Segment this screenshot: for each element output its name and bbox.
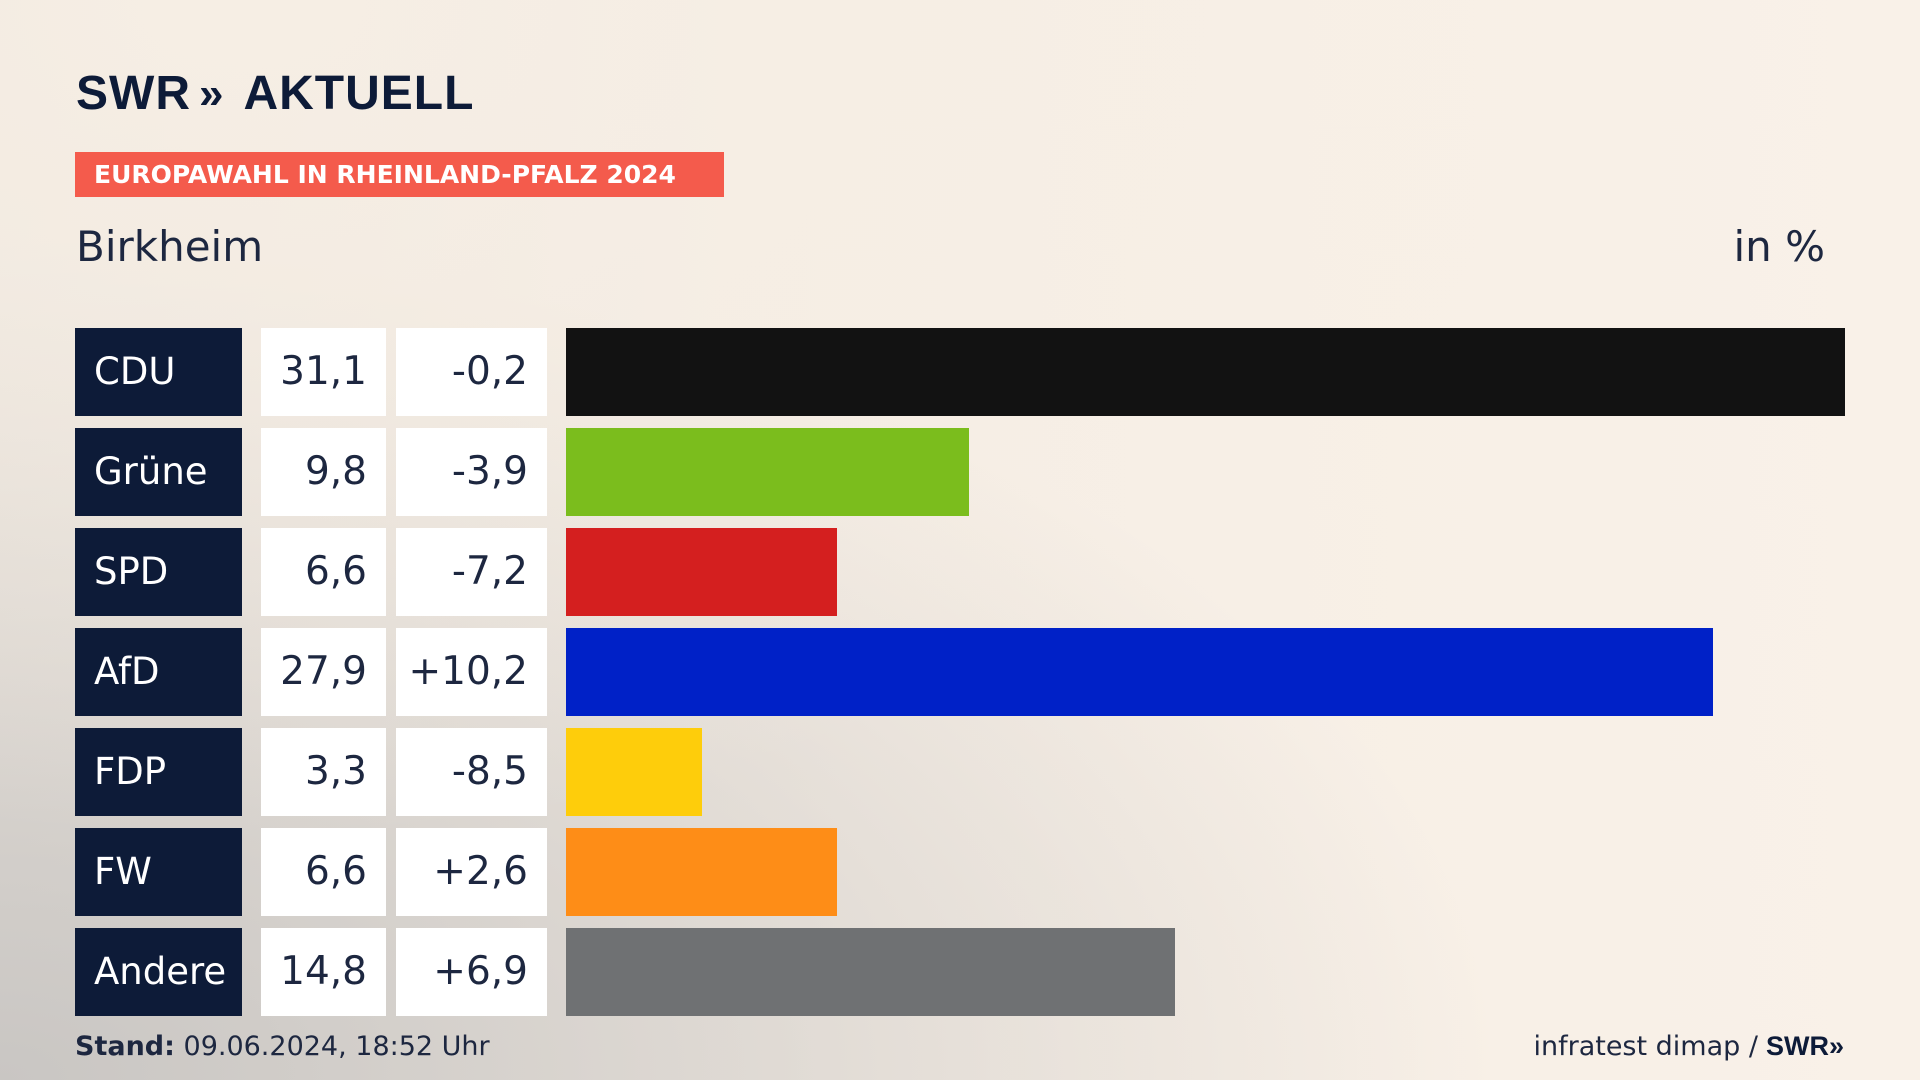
value-label: 14,8 [261,928,386,1016]
election-tag: EUROPAWAHL IN RHEINLAND-PFALZ 2024 [75,152,724,197]
chart-row: Andere 14,8 +6,9 [75,928,1845,1016]
chart-row: FW 6,6 +2,6 [75,828,1845,916]
change-label: +10,2 [396,628,547,716]
chart-title: Birkheim [76,222,264,271]
bar [566,628,1713,716]
bar-chart: CDU 31,1 -0,2 Grüne 9,8 -3,9 SPD 6,6 -7,2 AfD 27,9… [75,328,1845,1016]
party-label: FW [75,828,242,916]
party-label: FDP [75,728,242,816]
change-label: +6,9 [396,928,547,1016]
value-label: 6,6 [261,828,386,916]
chart-row: Grüne 9,8 -3,9 [75,428,1845,516]
chevron-right-icon: » [198,68,224,118]
logo-aktuell: AKTUELL [243,67,475,120]
chart-row: SPD 6,6 -7,2 [75,528,1845,616]
swr-aktuell-logo: SWR» AKTUELL [76,66,474,121]
value-label: 31,1 [261,328,386,416]
change-label: -3,9 [396,428,547,516]
bar [566,428,969,516]
value-label: 27,9 [261,628,386,716]
party-label: Andere [75,928,242,1016]
change-label: -8,5 [396,728,547,816]
party-label: AfD [75,628,242,716]
value-label: 9,8 [261,428,386,516]
change-label: -7,2 [396,528,547,616]
chart-row: AfD 27,9 +10,2 [75,628,1845,716]
bar [566,928,1175,1016]
party-label: CDU [75,328,242,416]
stand-value: 09.06.2024, 18:52 Uhr [183,1031,490,1062]
unit-label: in % [1733,222,1825,271]
bar [566,728,702,816]
swr-mini-logo: SWR» [1765,1031,1844,1061]
party-label: Grüne [75,428,242,516]
logo-swr: SWR [76,67,191,120]
bar [566,528,837,616]
bar [566,328,1845,416]
source-credit: infratest dimap / SWR» [1533,1031,1844,1062]
chart-row: FDP 3,3 -8,5 [75,728,1845,816]
change-label: +2,6 [396,828,547,916]
bar [566,828,837,916]
party-label: SPD [75,528,242,616]
value-label: 6,6 [261,528,386,616]
source-text: infratest dimap / [1533,1031,1758,1062]
timestamp: Stand: 09.06.2024, 18:52 Uhr [75,1031,490,1062]
stand-label: Stand: [75,1031,175,1062]
chart-row: CDU 31,1 -0,2 [75,328,1845,416]
change-label: -0,2 [396,328,547,416]
value-label: 3,3 [261,728,386,816]
